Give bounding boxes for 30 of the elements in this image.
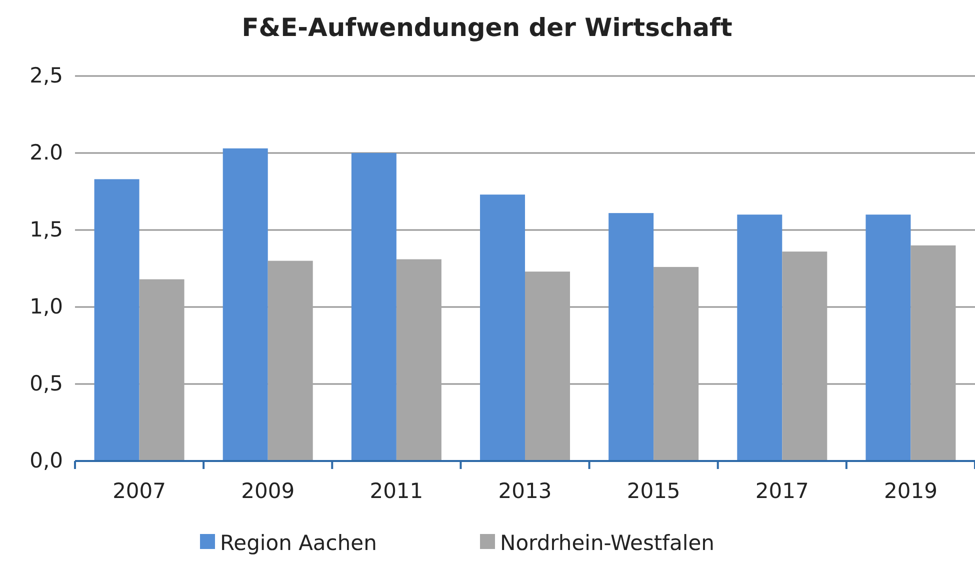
x-tick-label: 2015 <box>626 478 680 503</box>
y-tick-label: 1,5 <box>30 218 63 242</box>
legend-label: Region Aachen <box>220 531 377 555</box>
x-tick-label: 2017 <box>755 478 809 503</box>
bar <box>608 213 654 461</box>
x-tick-label: 2009 <box>241 478 295 503</box>
x-tick-label: 2019 <box>884 478 938 503</box>
x-tick-label: 2007 <box>112 478 166 503</box>
y-tick-label: 1,0 <box>30 294 63 319</box>
legend-label: Nordrhein-Westfalen <box>500 531 714 555</box>
chart-title: F&E-Aufwendungen der Wirtschaft <box>242 13 732 42</box>
x-tick-label: 2011 <box>370 478 424 503</box>
bar <box>525 272 570 461</box>
bar <box>737 214 782 461</box>
bar <box>222 148 268 461</box>
x-tick-label: 2013 <box>498 478 552 503</box>
y-tick-label: 0,5 <box>30 372 63 396</box>
bar <box>351 153 396 461</box>
bar <box>139 279 184 461</box>
bar <box>782 252 828 461</box>
bar <box>866 214 911 461</box>
y-tick-label: 2.0 <box>30 140 63 165</box>
y-tick-label: 0,0 <box>30 448 63 473</box>
bar <box>268 260 313 461</box>
bar <box>396 259 442 461</box>
bar <box>480 194 525 461</box>
bar <box>94 179 140 461</box>
y-tick-label: 2,5 <box>30 64 63 88</box>
bar <box>910 245 956 461</box>
bar <box>654 266 699 461</box>
